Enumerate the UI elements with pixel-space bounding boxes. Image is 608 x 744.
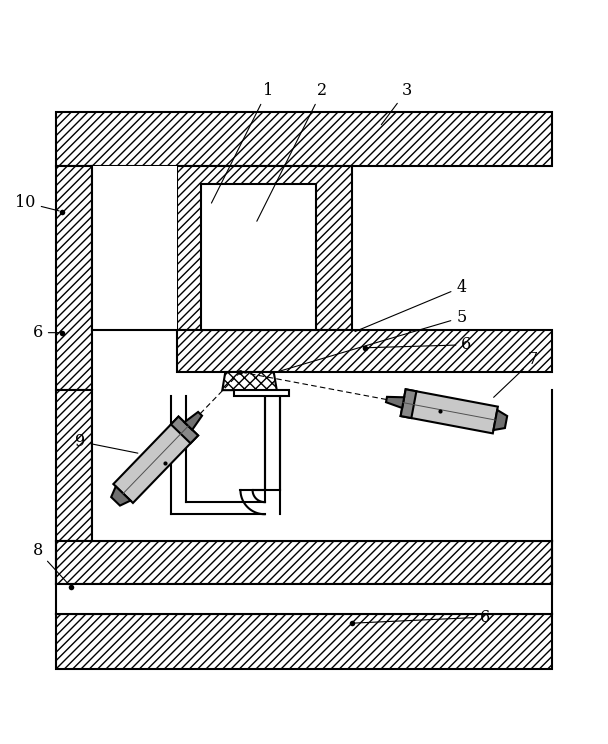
Bar xyxy=(56,166,92,390)
Bar xyxy=(201,185,316,330)
Polygon shape xyxy=(494,410,507,430)
Polygon shape xyxy=(171,417,198,443)
Bar xyxy=(56,112,552,166)
Polygon shape xyxy=(111,487,131,506)
Polygon shape xyxy=(401,389,416,418)
Bar xyxy=(56,584,552,614)
Bar xyxy=(177,330,552,372)
Text: 4: 4 xyxy=(355,279,466,332)
Polygon shape xyxy=(113,417,198,503)
Text: 7: 7 xyxy=(494,351,538,397)
Bar xyxy=(235,390,289,397)
Text: 6: 6 xyxy=(355,609,490,626)
Bar xyxy=(92,390,552,542)
Bar xyxy=(186,397,264,502)
Polygon shape xyxy=(386,397,404,408)
Bar xyxy=(92,166,177,330)
Text: 3: 3 xyxy=(381,82,412,125)
Polygon shape xyxy=(401,389,498,434)
Bar xyxy=(177,166,353,330)
Bar xyxy=(56,614,552,669)
Bar xyxy=(56,390,92,542)
Polygon shape xyxy=(184,412,202,430)
Text: 2: 2 xyxy=(257,82,327,221)
Text: 1: 1 xyxy=(212,82,273,203)
Text: 8: 8 xyxy=(33,542,69,585)
Bar xyxy=(56,542,552,584)
Text: 6: 6 xyxy=(367,336,472,353)
Text: 6: 6 xyxy=(33,324,59,341)
Text: 10: 10 xyxy=(15,194,59,211)
Text: 9: 9 xyxy=(75,433,138,453)
Polygon shape xyxy=(223,372,277,390)
Text: 5: 5 xyxy=(280,309,466,371)
